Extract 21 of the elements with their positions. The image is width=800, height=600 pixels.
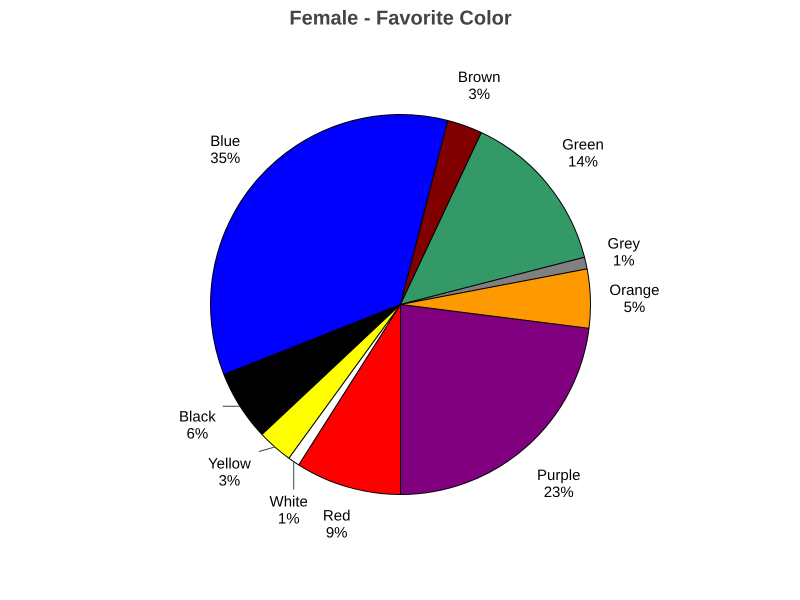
data-label: 9% [326, 524, 348, 542]
slice-label: Red [322, 507, 350, 524]
slice-label: Brown [458, 68, 500, 86]
slice-label: White [270, 494, 308, 511]
data-label: 6% [186, 426, 208, 443]
slice-label: Black [179, 408, 216, 426]
data-label: 1% [612, 252, 635, 270]
data-label: 3% [218, 472, 240, 490]
slice-label: Yellow [208, 455, 251, 472]
data-label: 23% [544, 484, 574, 501]
slice-label: Green [562, 136, 604, 154]
slice-label: Purple [537, 466, 580, 484]
slice-label: Orange [609, 282, 660, 300]
data-label: 14% [568, 154, 598, 171]
data-label: 1% [278, 510, 300, 528]
chart-title: Female - Favorite Color [289, 8, 512, 30]
slice-label: Blue [210, 132, 240, 150]
data-label: 35% [210, 150, 240, 167]
data-label: 5% [624, 299, 646, 316]
slice-label: Grey [608, 236, 641, 253]
data-label: 3% [468, 86, 490, 103]
